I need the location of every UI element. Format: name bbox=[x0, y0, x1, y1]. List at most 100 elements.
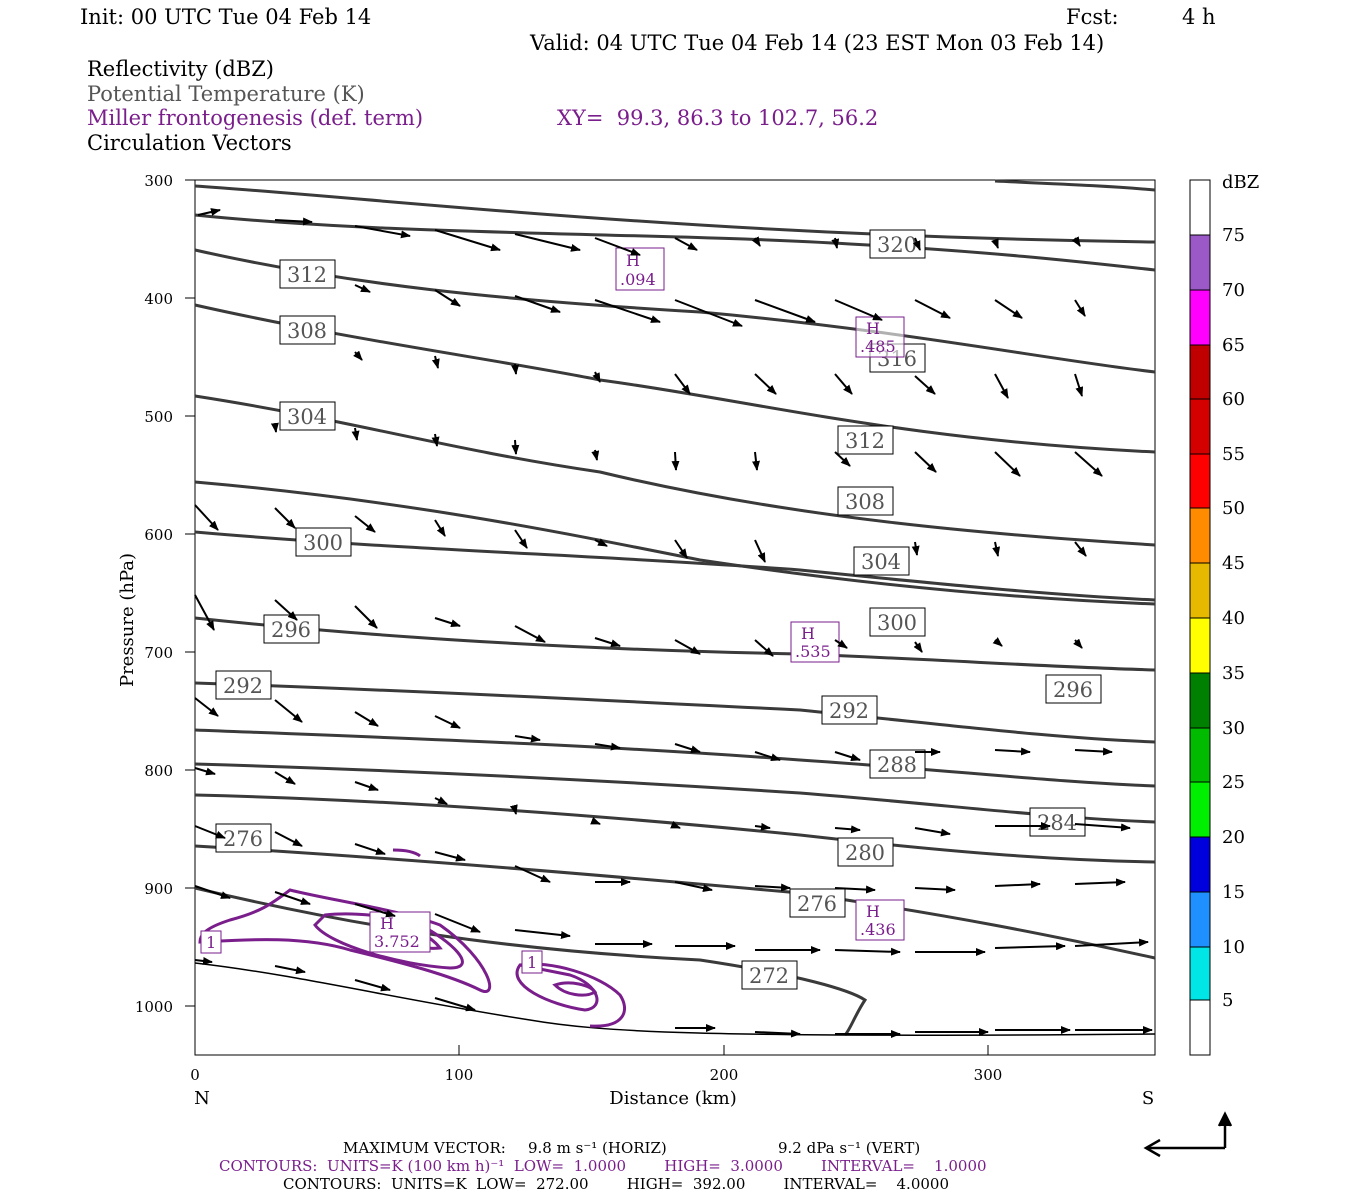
colorbar-swatch bbox=[1189, 727, 1211, 783]
front-high-label: H.436 bbox=[855, 899, 905, 941]
front-high-label: H.535 bbox=[790, 621, 840, 663]
svg-text:H: H bbox=[626, 251, 640, 270]
svg-text:.094: .094 bbox=[620, 270, 656, 289]
frontogenesis-contour-2 bbox=[313, 912, 464, 970]
colorbar-label: 70 bbox=[1222, 280, 1245, 301]
svg-text:276: 276 bbox=[797, 892, 837, 916]
max-vector-horizontal: 9.8 m s⁻¹ (HORIZ) bbox=[528, 1139, 667, 1157]
theta-contour-info: CONTOURS: UNITS=K LOW= 272.00 HIGH= 392.… bbox=[283, 1175, 949, 1193]
isentrope-312 bbox=[194, 303, 1156, 454]
field-potential-temperature: Potential Temperature (K) bbox=[87, 82, 365, 106]
colorbar: dBZ 75 70 65 60 55 50 45 40 35 30 25 20 bbox=[1189, 172, 1259, 1056]
frontogenesis-contour-1 bbox=[198, 888, 492, 993]
svg-text:.485: .485 bbox=[860, 337, 896, 356]
isentrope-308 bbox=[194, 394, 1156, 547]
theta-label: 284 bbox=[1029, 807, 1086, 837]
theta-label: 272 bbox=[741, 960, 798, 990]
isentrope-292 bbox=[194, 681, 1156, 744]
theta-label: 304 bbox=[279, 401, 336, 431]
valid-time: Valid: 04 UTC Tue 04 Feb 14 (23 EST Mon … bbox=[530, 31, 1105, 55]
svg-text:.436: .436 bbox=[860, 920, 896, 939]
isentrope-304 bbox=[194, 480, 1156, 606]
circulation-vectors bbox=[194, 208, 1153, 1038]
forecast-label: Fcst: bbox=[1066, 5, 1119, 29]
frontogenesis-contour-5 bbox=[552, 981, 598, 997]
y-tick-label: 700 bbox=[144, 644, 173, 662]
x-axis-label: Distance (km) bbox=[609, 1088, 736, 1109]
colorbar-swatch bbox=[1189, 289, 1211, 346]
forecast-hour: 4 h bbox=[1182, 5, 1216, 29]
cross-section-xy: XY= 99.3, 86.3 to 102.7, 56.2 bbox=[557, 106, 879, 130]
svg-text:312: 312 bbox=[845, 429, 885, 453]
colorbar-label: 10 bbox=[1222, 937, 1245, 958]
svg-text:296: 296 bbox=[1053, 678, 1093, 702]
colorbar-label: 40 bbox=[1222, 608, 1245, 629]
svg-text:292: 292 bbox=[829, 699, 869, 723]
theta-label: 292 bbox=[215, 670, 272, 700]
frontogenesis-contour-info: CONTOURS: UNITS=K (100 km h)⁻¹ LOW= 1.00… bbox=[219, 1157, 987, 1175]
theta-label: 296 bbox=[263, 614, 320, 644]
theta-contours bbox=[194, 179, 1156, 1037]
colorbar-label: 5 bbox=[1222, 990, 1233, 1011]
field-reflectivity: Reflectivity (dBZ) bbox=[87, 57, 275, 81]
svg-text:292: 292 bbox=[223, 674, 263, 698]
theta-label: 300 bbox=[869, 607, 926, 637]
svg-text:H: H bbox=[866, 319, 880, 338]
isentrope-300 bbox=[194, 530, 1156, 602]
north-end-label: N bbox=[194, 1088, 210, 1109]
isentrope-284 bbox=[194, 762, 1156, 824]
svg-text:296: 296 bbox=[271, 618, 311, 642]
svg-text:320: 320 bbox=[877, 233, 917, 257]
svg-text:H: H bbox=[380, 914, 394, 933]
theta-label: 308 bbox=[837, 486, 894, 516]
reference-vector-icon bbox=[1143, 1111, 1233, 1158]
svg-text:276: 276 bbox=[223, 827, 263, 851]
isentrope-324b bbox=[994, 179, 1156, 192]
colorbar-label: 55 bbox=[1222, 444, 1245, 465]
colorbar-swatch bbox=[1189, 562, 1211, 619]
colorbar-swatch bbox=[1189, 344, 1211, 400]
colorbar-swatch bbox=[1189, 781, 1211, 838]
theta-label: 312 bbox=[837, 425, 894, 455]
colorbar-label: 50 bbox=[1222, 498, 1245, 519]
svg-text:308: 308 bbox=[287, 319, 327, 343]
isentrope-316 bbox=[194, 248, 1156, 374]
svg-text:312: 312 bbox=[287, 263, 327, 287]
y-tick-label: 900 bbox=[144, 880, 173, 898]
plot-frame bbox=[194, 179, 1156, 1056]
svg-text:H: H bbox=[866, 902, 880, 921]
svg-text:3.752: 3.752 bbox=[374, 932, 420, 951]
colorbar-swatch bbox=[1189, 836, 1211, 893]
svg-text:H: H bbox=[801, 624, 815, 643]
y-tick-label: 500 bbox=[144, 408, 173, 426]
colorbar-unit: dBZ bbox=[1222, 172, 1259, 193]
max-vector-label: MAXIMUM VECTOR: bbox=[343, 1139, 506, 1157]
x-axis: 0 100 200 300 N Distance (km) S bbox=[190, 1045, 1154, 1109]
theta-label: 288 bbox=[869, 749, 926, 779]
svg-text:300: 300 bbox=[877, 611, 917, 635]
colorbar-label: 60 bbox=[1222, 389, 1245, 410]
front-high-label: H3.752 bbox=[369, 911, 431, 953]
isentrope-276 bbox=[194, 844, 1156, 960]
init-time: Init: 00 UTC Tue 04 Feb 14 bbox=[80, 5, 372, 29]
colorbar-swatch bbox=[1189, 672, 1211, 729]
front-contour-label: 1 bbox=[200, 930, 222, 954]
max-vector-vertical: 9.2 dPa s⁻¹ (VERT) bbox=[778, 1139, 921, 1157]
colorbar-label: 35 bbox=[1222, 663, 1245, 684]
theta-labels: 320 312 316 308 312 304 308 300 304 296 … bbox=[215, 229, 1102, 990]
colorbar-swatch bbox=[1189, 617, 1211, 674]
south-end-label: S bbox=[1142, 1088, 1154, 1109]
theta-label: 312 bbox=[279, 259, 336, 289]
isentrope-288 bbox=[194, 728, 1156, 788]
colorbar-swatch bbox=[1189, 999, 1211, 1056]
svg-text:1: 1 bbox=[206, 933, 216, 952]
front-contour-label: 1 bbox=[521, 950, 543, 974]
colorbar-label: 15 bbox=[1222, 882, 1245, 903]
isentrope-324 bbox=[194, 184, 1156, 244]
frontogenesis-contour-4 bbox=[515, 962, 626, 1028]
isentrope-280 bbox=[194, 793, 1156, 864]
colorbar-label: 30 bbox=[1222, 718, 1245, 739]
svg-text:300: 300 bbox=[303, 531, 343, 555]
svg-text:272: 272 bbox=[749, 964, 789, 988]
